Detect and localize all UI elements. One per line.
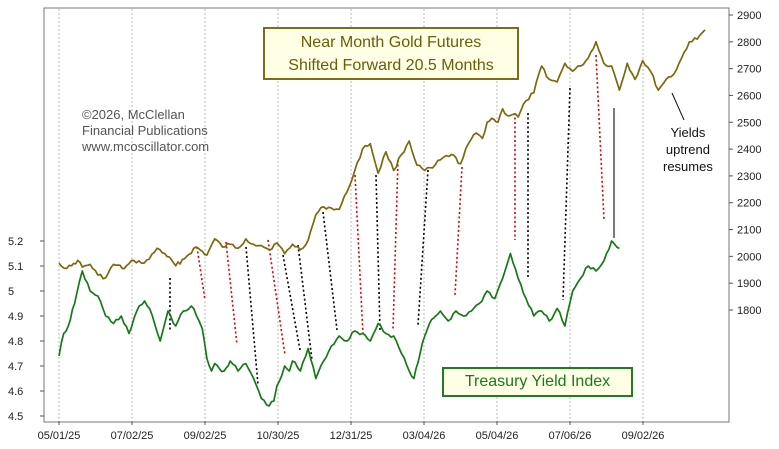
annotation-line-2: uptrend [665,142,710,157]
right-tick-label: 1800 [737,305,761,317]
series-line-gold-futures [58,29,706,280]
right-tick-label: 2400 [737,144,761,156]
left-tick-label: 4.6 [8,386,23,398]
x-tick-label: 07/06/26 [549,430,592,442]
right-tick-label: 1900 [737,278,761,290]
x-tick-label: 12/31/25 [330,430,373,442]
correlation-connector [454,166,463,296]
copyright-line-3: www.mcoscillator.com [82,139,210,154]
series-line-treasury-yield [58,240,620,407]
left-tick-label: 5 [8,286,14,298]
correlation-lines [169,54,685,386]
annotation-pointer [671,92,685,121]
left-tick-label: 4.7 [8,361,23,373]
right-tick-label: 2200 [737,198,761,210]
gold-title-line-1: Near Month Gold Futures [300,34,482,51]
correlation-connector [322,211,338,331]
x-tick-label: 05/04/26 [476,430,519,442]
correlation-connector [562,87,571,301]
right-tick-label: 2300 [737,171,761,183]
correlation-connector [225,241,238,346]
left-tick-label: 4.9 [8,311,23,323]
copyright-line-1: ©2026, McClellan [82,107,185,122]
correlation-connector [392,159,399,331]
plot-frame [43,7,730,423]
annotation-line-3: resumes [663,159,713,174]
x-tick-label: 03/04/26 [403,430,446,442]
yield-title: Treasury Yield Index [464,373,611,390]
correlation-connector [297,244,313,361]
right-tick-label: 2600 [737,90,761,102]
left-tick-label: 4.5 [8,411,23,423]
left-tick-label: 4.8 [8,336,23,348]
correlation-connector [267,239,286,356]
correlation-connector [595,54,605,221]
x-tick-label: 05/01/25 [38,430,81,442]
gold-title-box: Near Month Gold Futures Shifted Forward … [263,27,519,80]
annotation-line-1: Yields [670,125,706,140]
right-tick-label: 2000 [737,251,761,263]
x-tick-label: 09/02/25 [184,430,227,442]
right-tick-label: 2800 [737,37,761,49]
axis-ticks: 05/01/25 07/02/25 09/02/25 10/30/25 12/31/25… [8,10,761,442]
series-lines [58,29,706,407]
correlation-connector [245,246,259,386]
gold-title-line-2: Shifted Forward 20.5 Months [288,57,494,74]
annotation-note: Yields uptrend resumes [663,124,713,175]
copyright-notice: ©2026, McClellan Financial Publications … [82,107,209,155]
left-tick-label: 5.2 [8,236,23,248]
right-tick-label: 2700 [737,64,761,76]
correlation-connector [375,174,381,331]
copyright-line-2: Financial Publications [82,123,208,138]
right-tick-label: 2500 [737,117,761,129]
x-tick-label: 09/02/26 [622,430,665,442]
x-tick-label: 10/30/25 [257,430,300,442]
correlation-connector [417,169,429,326]
x-tick-label: 07/02/25 [111,430,154,442]
right-tick-label: 2100 [737,225,761,237]
left-tick-label: 5.1 [8,261,23,273]
yield-title-box: Treasury Yield Index [442,367,633,397]
right-tick-label: 2900 [737,10,761,22]
